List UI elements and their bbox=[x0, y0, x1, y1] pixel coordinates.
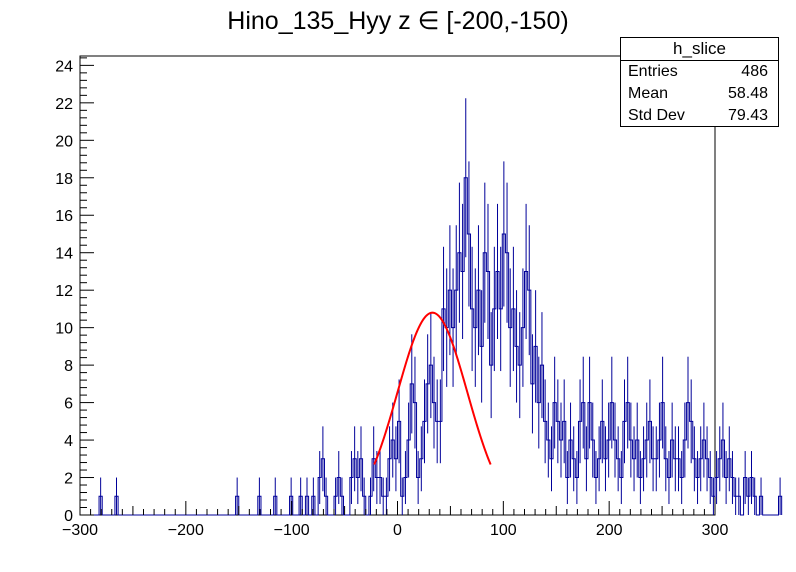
stats-row-mean: Mean 58.48 bbox=[621, 83, 778, 105]
stats-row-entries: Entries 486 bbox=[621, 61, 778, 83]
y-tick-label: 14 bbox=[55, 246, 73, 263]
stats-label: Mean bbox=[628, 85, 669, 102]
axis-layer: −300 −200 −100 0 100 200 300024681012141618202… bbox=[55, 57, 729, 539]
histogram-outline bbox=[80, 177, 783, 516]
stats-row-stddev: Std Dev 79.43 bbox=[621, 105, 778, 127]
stats-title: h_slice bbox=[621, 38, 778, 61]
stats-value: 486 bbox=[741, 63, 768, 80]
y-tick-label: 8 bbox=[64, 358, 73, 375]
x-tick-label: −200 bbox=[168, 522, 204, 539]
stats-value: 79.43 bbox=[727, 107, 768, 124]
gaussian-fit-curve bbox=[373, 311, 492, 465]
y-tick-label: 16 bbox=[55, 208, 73, 225]
y-tick-label: 2 bbox=[64, 471, 73, 488]
x-tick-label: −300 bbox=[62, 522, 98, 539]
x-tick-label: −100 bbox=[274, 522, 310, 539]
x-tick-label: 100 bbox=[490, 522, 517, 539]
x-tick-label: 200 bbox=[596, 522, 623, 539]
y-tick-label: 6 bbox=[64, 396, 73, 413]
y-tick-label: 12 bbox=[55, 283, 73, 300]
y-tick-label: 4 bbox=[64, 433, 73, 450]
y-tick-label: 22 bbox=[55, 96, 73, 113]
y-tick-label: 18 bbox=[55, 171, 73, 188]
y-tick-label: 0 bbox=[64, 508, 73, 525]
chart-title: Hino_135_Hyy z ∈ [-200,-150) bbox=[227, 7, 569, 35]
stats-label: Entries bbox=[628, 63, 678, 80]
histogram-layer bbox=[80, 98, 783, 516]
y-tick-label: 24 bbox=[55, 58, 73, 75]
x-tick-label: 300 bbox=[702, 522, 729, 539]
y-tick-label: 10 bbox=[55, 321, 73, 338]
stats-label: Std Dev bbox=[628, 107, 685, 124]
y-tick-label: 20 bbox=[55, 133, 73, 150]
stats-box: h_slice Entries 486 Mean 58.48 Std Dev 7… bbox=[620, 37, 779, 127]
x-tick-label: 0 bbox=[393, 522, 402, 539]
stats-value: 58.48 bbox=[727, 85, 768, 102]
